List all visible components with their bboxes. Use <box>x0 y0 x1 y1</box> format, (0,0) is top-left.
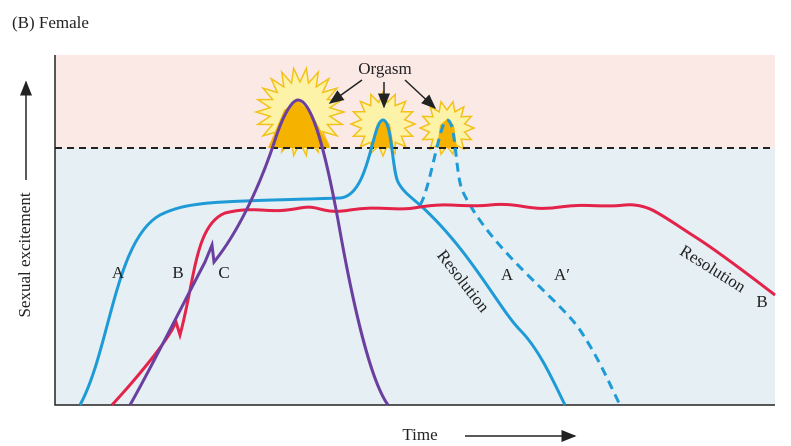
curve-label: B <box>172 263 183 282</box>
diagram: (B) Female Orgasm A B C A A′ Resolution … <box>0 0 791 446</box>
curve-label: A′ <box>554 265 570 284</box>
figure-title: (B) Female <box>12 13 89 32</box>
orgasm-zone <box>55 55 775 148</box>
y-axis-label: Sexual excitement <box>15 192 34 317</box>
plateau-zone <box>55 148 775 405</box>
orgasm-label: Orgasm <box>358 59 412 78</box>
curve-label: A <box>112 263 125 282</box>
curve-label: C <box>218 263 229 282</box>
curve-label: B <box>756 292 767 311</box>
x-axis-label: Time <box>402 425 437 444</box>
page: (B) Female Orgasm A B C A A′ Resolution … <box>0 0 791 446</box>
curve-label: A <box>501 265 514 284</box>
